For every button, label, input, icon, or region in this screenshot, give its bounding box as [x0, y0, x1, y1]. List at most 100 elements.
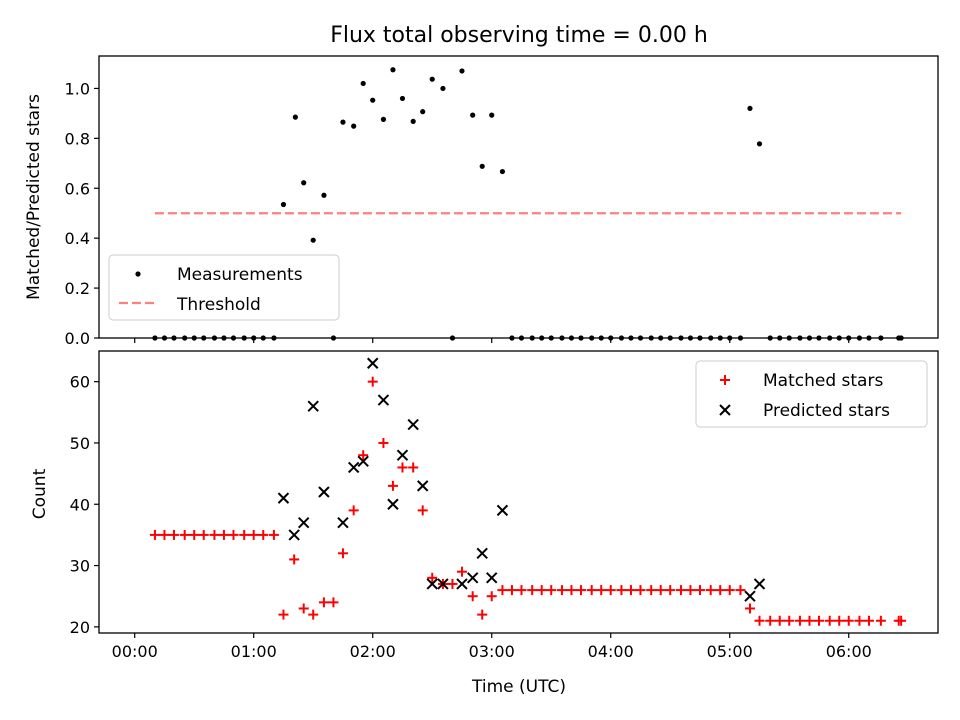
legend-matched-marker [720, 375, 730, 385]
chart-title: Flux total observing time = 0.00 h [330, 23, 708, 48]
y-tick-label: 0.2 [65, 279, 90, 298]
measurement-point [310, 237, 316, 243]
matched-star-point [685, 585, 696, 596]
matched-star-point [198, 529, 209, 540]
matched-star-point [358, 450, 369, 461]
matched-star-point [248, 529, 259, 540]
matched-star-point [149, 529, 160, 540]
matched-star-point [527, 585, 538, 596]
predicted-star-point [456, 578, 468, 590]
matched-star-point [348, 505, 359, 516]
matched-star-point [298, 603, 309, 614]
matched-star-point [456, 566, 467, 577]
matched-star-point [715, 585, 726, 596]
x-tick-label: 03:00 [469, 642, 515, 661]
matched-star-point [189, 529, 200, 540]
y-tick-label: 1.0 [65, 79, 90, 98]
matched-star-point [239, 529, 250, 540]
predicted-star-point [753, 578, 766, 590]
measurement-point [370, 97, 376, 103]
x-tick-label: 01:00 [231, 642, 277, 661]
measurement-point [470, 112, 476, 118]
matched-star-point [556, 585, 567, 596]
matched-star-point [586, 585, 597, 596]
y-tick-label: 40 [70, 495, 90, 514]
predicted-star-point [357, 455, 369, 468]
measurement-point [321, 192, 327, 198]
matched-star-point [765, 615, 776, 626]
measurement-point [479, 163, 485, 169]
measurement-point [301, 180, 307, 186]
top-panel: 0.0 0.2 0.4 0.6 0.8 1.0 Measurements Threshold [65, 55, 939, 348]
measurement-point [340, 119, 346, 125]
matched-star-point [497, 585, 508, 596]
bottom-panel: 20 30 40 50 60 00:00 01:00 02:00 03:00 04:00 05:00… [70, 350, 939, 661]
matched-star-point [784, 615, 795, 626]
measurement-point [440, 85, 446, 92]
matched-star-point [289, 554, 300, 565]
legend-label: Matched stars [763, 371, 883, 391]
top-y-axis-label: Matched/Predicted stars [24, 94, 44, 300]
predicted-star-point [297, 516, 310, 529]
matched-star-point [486, 591, 497, 602]
matched-star-point [268, 529, 279, 540]
matched-star-point [408, 462, 419, 473]
matched-star-point [179, 529, 190, 540]
predicted-star-point [476, 547, 488, 560]
matched-star-point [754, 615, 765, 626]
measurement-point [429, 76, 435, 82]
x-axis-label: Time (UTC) [471, 677, 566, 697]
legend-box [108, 254, 340, 321]
legend-label: Threshold [176, 295, 261, 315]
x-tick-label: 02:00 [350, 642, 396, 661]
matched-star-point [417, 505, 428, 516]
predicted-star-point [466, 572, 479, 584]
x-tick-label: 04:00 [588, 642, 634, 661]
matched-star-point [896, 615, 907, 626]
matched-star-point [447, 578, 458, 589]
matched-star-point [705, 585, 716, 596]
matched-star-point [258, 529, 269, 540]
predicted-star-point [387, 498, 399, 510]
x-tick-label: 00:00 [112, 642, 158, 661]
matched-star-point [387, 480, 398, 491]
matched-star-point [566, 585, 577, 596]
predicted-star-point [416, 480, 429, 492]
matched-star-point [616, 585, 627, 596]
predicted-star-point [277, 492, 290, 504]
matched-star-point [378, 437, 389, 448]
predicted-star-point [407, 418, 419, 431]
matched-star-point [675, 585, 686, 596]
matched-star-point [863, 615, 874, 626]
predicted-star-point [396, 449, 409, 461]
y-tick-label: 0.6 [65, 179, 90, 198]
matched-star-point [367, 376, 378, 387]
matched-star-point [794, 615, 805, 626]
y-tick-label: 60 [70, 373, 90, 392]
legend: Matched stars Predicted stars [695, 360, 928, 428]
bottom-y-axis-label: Count [30, 468, 50, 519]
measurement-point [360, 80, 366, 87]
measurement-point [459, 68, 465, 74]
measurement-point [380, 116, 387, 122]
measurement-point [420, 109, 426, 115]
predicted-star-point [426, 578, 438, 590]
predicted-star-point [347, 461, 360, 474]
predicted-star-point [307, 400, 319, 412]
matched-star-point [744, 603, 755, 614]
matched-star-point [724, 585, 735, 596]
y-tick-label: 0.8 [65, 129, 90, 148]
matched-star-point [824, 615, 835, 626]
matched-star-point [536, 585, 547, 596]
matched-star-point [605, 585, 616, 596]
y-tick-label: 30 [70, 557, 90, 576]
matched-star-point [843, 615, 854, 626]
matched-star-point [318, 597, 329, 608]
matched-star-point [735, 585, 746, 596]
matched-star-point [427, 572, 438, 583]
matched-star-point [774, 615, 785, 626]
plot-frame [98, 350, 939, 634]
measurement-point [489, 112, 495, 118]
predicted-star-point [437, 578, 449, 590]
measurement-point [747, 105, 753, 112]
